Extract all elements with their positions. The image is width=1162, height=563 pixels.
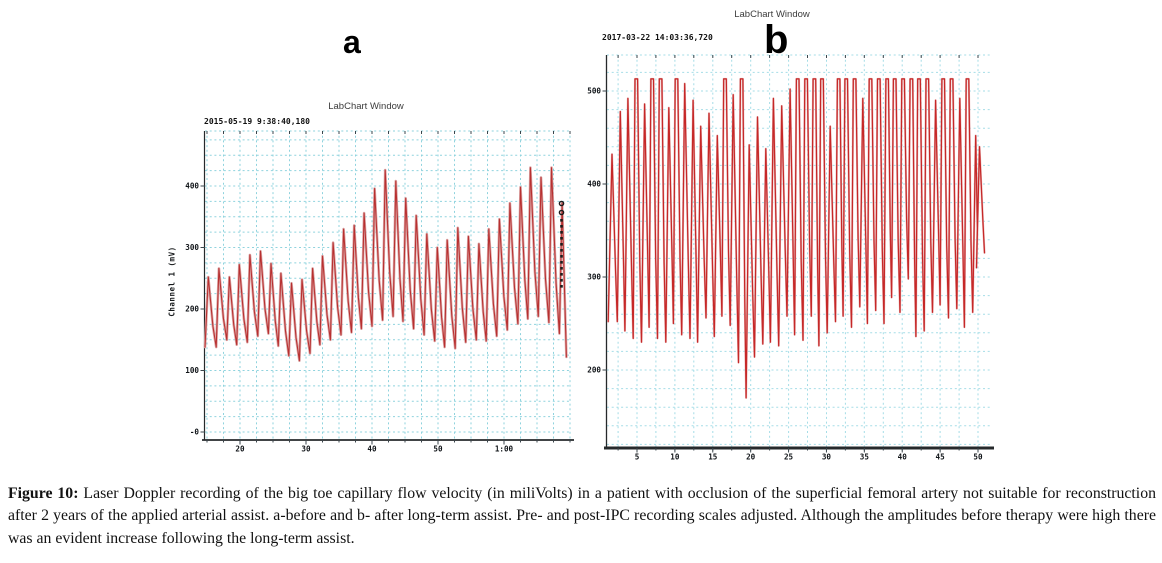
svg-text:20: 20 [235, 445, 245, 454]
svg-text:400: 400 [185, 182, 199, 191]
svg-text:40: 40 [898, 453, 908, 462]
svg-text:300: 300 [587, 273, 601, 282]
svg-text:35: 35 [860, 453, 870, 462]
svg-text:15: 15 [708, 453, 718, 462]
panel-a-timestamp: 2015-05-19 9:38:40,180 [204, 117, 310, 126]
panel-a-plot: 20 30 40 50 1:00 400 300 200 100 -0 [185, 130, 574, 454]
svg-text:1:00: 1:00 [495, 445, 514, 454]
panel-a-window-title: LabChart Window [328, 101, 404, 112]
svg-text:-0: -0 [190, 428, 200, 437]
svg-text:50: 50 [433, 445, 443, 454]
figure-caption-text: Laser Doppler recording of the big toe c… [8, 485, 1156, 547]
svg-text:50: 50 [973, 453, 983, 462]
svg-text:300: 300 [185, 243, 199, 252]
svg-text:5: 5 [635, 453, 640, 462]
svg-text:500: 500 [587, 87, 601, 96]
svg-text:400: 400 [587, 180, 601, 189]
svg-text:40: 40 [367, 445, 377, 454]
dotted-scale-marker-icon [558, 200, 565, 207]
panel-b-timestamp: 2017-03-22 14:03:36,720 [602, 33, 713, 42]
panel-b-window-title: LabChart Window [734, 9, 810, 20]
svg-text:200: 200 [185, 305, 199, 314]
svg-text:45: 45 [936, 453, 946, 462]
figure-caption-label: Figure 10: [8, 485, 79, 502]
panel-a-letter: a [343, 24, 361, 60]
svg-text:200: 200 [587, 366, 601, 375]
figure-caption: Figure 10: Laser Doppler recording of th… [8, 483, 1156, 550]
svg-text:30: 30 [301, 445, 311, 454]
svg-text:10: 10 [670, 453, 680, 462]
svg-text:25: 25 [784, 453, 794, 462]
svg-text:100: 100 [185, 366, 199, 375]
panel-b-plot: 5 10 15 20 25 30 35 40 45 50 500 400 300 200 [587, 54, 994, 462]
svg-text:20: 20 [746, 453, 756, 462]
dotted-scale-marker-icon [558, 209, 565, 216]
svg-text:30: 30 [822, 453, 832, 462]
